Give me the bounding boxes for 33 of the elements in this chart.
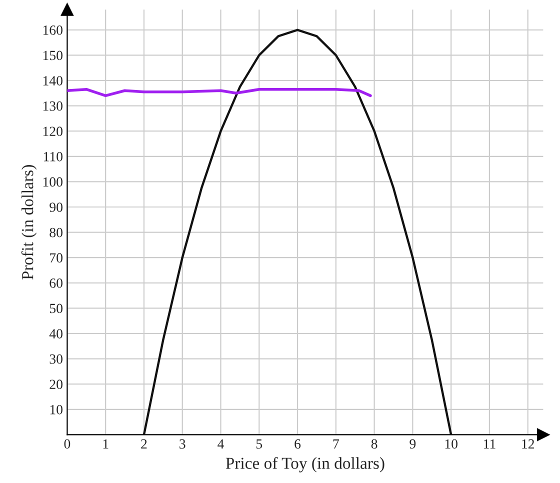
- y-tick-label: 40: [49, 329, 63, 338]
- x-tick-label: 6: [294, 439, 301, 449]
- y-axis-title: Profit (in dollars): [21, 165, 37, 280]
- y-tick-label: 90: [50, 202, 63, 212]
- y-tick-label: 150: [43, 50, 63, 60]
- y-tick-label: 80: [50, 228, 63, 238]
- y-tick-label: 130: [43, 101, 63, 111]
- y-tick-label: 120: [43, 126, 63, 136]
- x-tick-label: 11: [484, 439, 496, 449]
- x-tick-label: 0: [64, 439, 70, 449]
- y-tick-label: 60: [50, 278, 63, 288]
- line-series: [67, 88, 372, 98]
- y-tick-label: 50: [50, 304, 63, 314]
- y-tick-label: 10: [50, 404, 63, 414]
- x-tick-label: 2: [141, 439, 147, 449]
- y-tick-label: 100: [43, 177, 63, 187]
- x-tick-label: 8: [371, 439, 378, 449]
- y-tick-label: 140: [43, 76, 63, 86]
- y-tick-label: 110: [44, 152, 63, 162]
- x-axis-title: Price of Toy (in dollars): [226, 457, 384, 472]
- line-series: [142, 28, 452, 435]
- x-tick-label: 12: [522, 439, 534, 449]
- y-tick-label: 70: [50, 253, 63, 263]
- x-tick-label: 3: [180, 439, 186, 449]
- y-tick-label: 20: [50, 380, 63, 390]
- x-tick-label: 1: [103, 439, 108, 449]
- x-tick-label: 4: [218, 439, 224, 449]
- x-tick-label: 10: [445, 439, 458, 449]
- x-tick-label: 7: [333, 439, 339, 449]
- x-tick-label: 5: [256, 439, 262, 449]
- y-tick-label: 30: [50, 354, 63, 364]
- y-tick-label: 160: [43, 25, 63, 35]
- x-tick-label: 9: [410, 439, 416, 449]
